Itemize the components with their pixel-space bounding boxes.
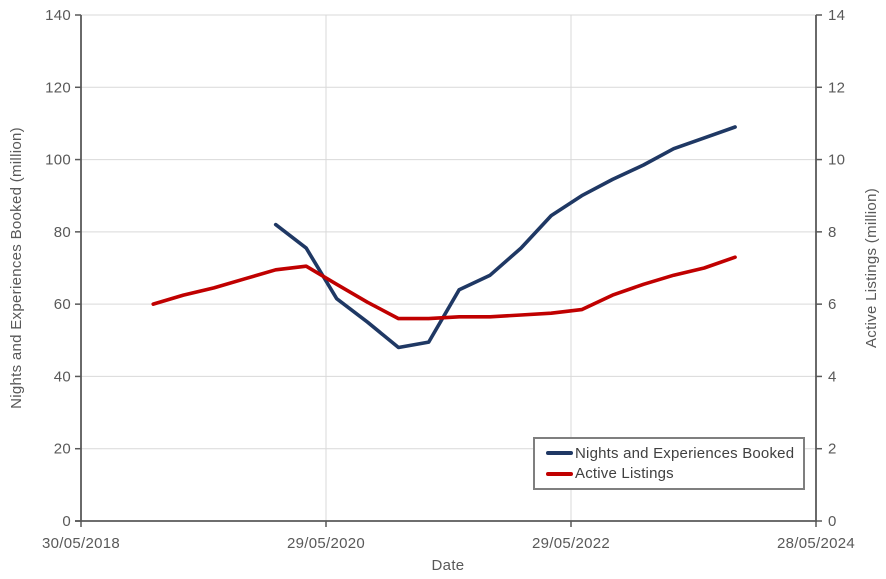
y-left-tick-label: 80	[54, 224, 71, 241]
y-left-tick-label: 40	[54, 368, 71, 385]
legend-line-swatch-nights-booked	[546, 451, 573, 456]
x-axis-tick-label: 29/05/2022	[532, 535, 610, 552]
y-right-axis-title: Active Listings (million)	[863, 187, 880, 349]
series-line-nights-booked	[273, 125, 737, 350]
legend-label-nights-booked: Nights and Experiences Booked	[575, 444, 795, 462]
series-line-active-listings	[151, 255, 737, 321]
y-right-tick-label: 12	[828, 79, 845, 96]
y-right-tick-label: 10	[828, 152, 845, 169]
y-right-tick-label: 4	[828, 368, 837, 385]
y-left-tick-label: 60	[54, 296, 71, 313]
y-right-tick-label: 14	[828, 7, 845, 24]
x-axis-tick-label: 30/05/2018	[42, 535, 120, 552]
legend: Nights and Experiences Booked Active Lis…	[533, 437, 805, 490]
legend-label-active-listings: Active Listings	[575, 465, 674, 483]
y-right-tick-label: 0	[828, 513, 837, 530]
legend-line-swatch-active-listings	[546, 471, 573, 476]
y-left-tick-label: 20	[54, 441, 71, 458]
x-axis-tick-label: 28/05/2024	[777, 535, 855, 552]
y-left-axis-title: Nights and Experiences Booked (million)	[8, 127, 25, 409]
y-left-tick-label: 100	[45, 152, 71, 169]
x-axis-title: Date	[431, 557, 465, 574]
legend-item-nights-booked: Nights and Experiences Booked	[546, 445, 799, 462]
y-right-tick-label: 2	[828, 441, 837, 458]
y-right-tick-label: 8	[828, 224, 837, 241]
legend-item-active-listings: Active Listings	[546, 465, 799, 482]
x-axis-tick-label: 29/05/2020	[287, 535, 365, 552]
y-left-tick-label: 120	[45, 79, 71, 96]
y-left-tick-label: 140	[45, 7, 71, 24]
y-right-tick-label: 6	[828, 296, 837, 313]
y-left-tick-label: 0	[62, 513, 71, 530]
